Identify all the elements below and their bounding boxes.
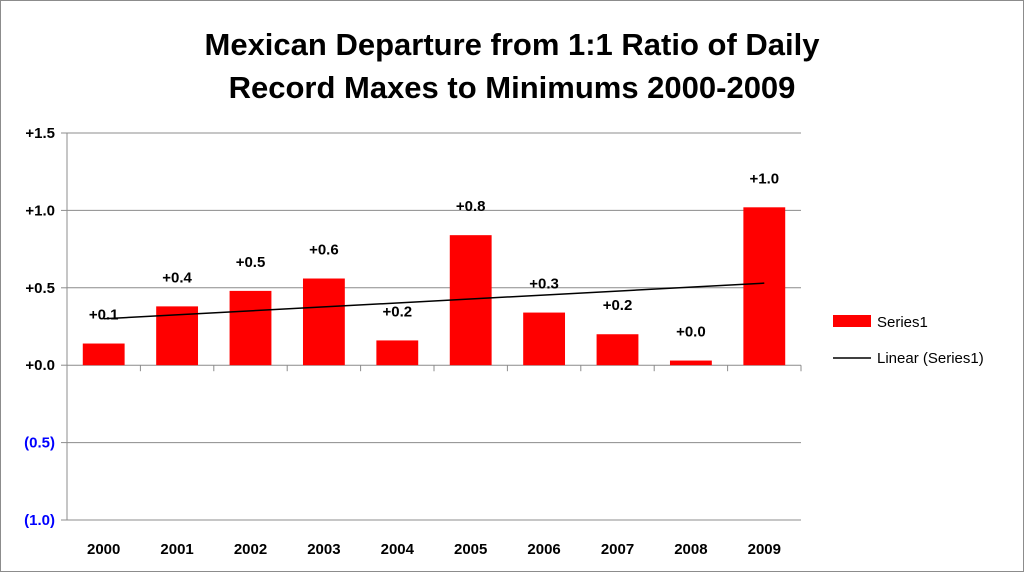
y-tick-label-4: (0.5) (24, 435, 55, 452)
x-tick-label-2006: 2006 (527, 541, 560, 558)
y-tick-label-0: +1.5 (25, 125, 55, 142)
x-tick-label-2008: 2008 (674, 541, 707, 558)
data-label-2000: +0.1 (89, 307, 119, 324)
data-label-2003: +0.6 (309, 242, 339, 259)
x-tick-label-2000: 2000 (87, 541, 120, 558)
data-label-2001: +0.4 (162, 269, 192, 286)
legend-label-series1: Series1 (877, 314, 928, 331)
x-tick-label-2004: 2004 (381, 541, 415, 558)
legend-label-trendline: Linear (Series1) (877, 350, 984, 367)
x-tick-label-2002: 2002 (234, 541, 267, 558)
y-tick-label-5: (1.0) (24, 512, 55, 529)
data-label-2006: +0.3 (529, 276, 559, 293)
x-tick-label-2001: 2001 (160, 541, 193, 558)
y-tick-label-2: +0.5 (25, 280, 55, 297)
bar-2006 (523, 312, 566, 366)
axes (66, 133, 802, 520)
trendline (103, 282, 765, 320)
data-label-2007: +0.2 (603, 297, 633, 314)
legend: Series1 Linear (Series1) (833, 314, 984, 367)
y-axis-tick-labels: +1.5 +1.0 +0.5 +0.0 (0.5) (1.0) (24, 125, 55, 529)
chart-title-line-1: Mexican Departure from 1:1 Ratio of Dail… (205, 27, 821, 62)
x-tick-label-2009: 2009 (748, 541, 781, 558)
bar-2007 (596, 334, 639, 366)
x-axis-tick-labels: 2000 2001 2002 2003 2004 2005 2006 2007 2008 2009 (87, 541, 781, 558)
bar-2004 (376, 340, 419, 366)
x-tick-label-2003: 2003 (307, 541, 340, 558)
bar-2003 (302, 278, 345, 366)
x-tick-label-2005: 2005 (454, 541, 487, 558)
data-label-2004: +0.2 (382, 303, 412, 320)
bar-2000 (82, 343, 125, 366)
data-label-2005: +0.8 (456, 198, 486, 215)
bar-2009 (743, 207, 786, 366)
y-tick-label-3: +0.0 (25, 357, 55, 374)
legend-swatch-series1 (833, 315, 871, 327)
data-label-2002: +0.5 (236, 254, 266, 271)
bar-2002 (229, 290, 272, 366)
data-labels: +0.1 +0.4 +0.5 +0.6 +0.2 +0.8 +0.3 +0.2 +0.0 +1.0 (89, 170, 779, 340)
chart-title-line-2: Record Maxes to Minimums 2000-2009 (229, 70, 796, 105)
data-label-2009: +1.0 (749, 170, 779, 187)
x-tick-label-2007: 2007 (601, 541, 634, 558)
data-label-2008: +0.0 (676, 324, 706, 341)
y-tick-label-1: +1.0 (25, 202, 55, 219)
bar-2008 (669, 360, 712, 366)
chart-title: Mexican Departure from 1:1 Ratio of Dail… (205, 27, 821, 105)
trendline-layer (103, 282, 765, 320)
